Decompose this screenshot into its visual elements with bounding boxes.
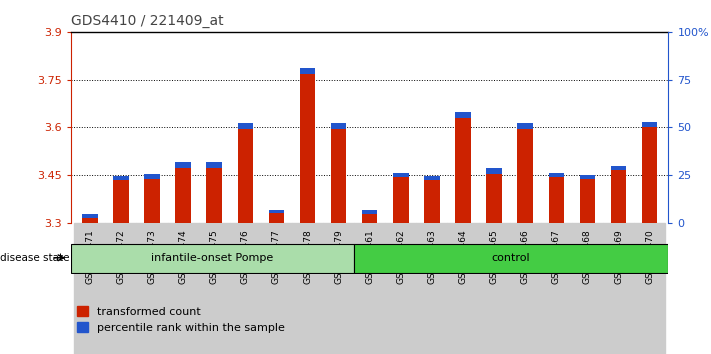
Bar <box>300 68 315 74</box>
Bar <box>424 180 439 223</box>
Bar <box>424 176 439 180</box>
Bar <box>417 223 447 354</box>
Bar <box>168 223 198 354</box>
Bar <box>611 166 626 171</box>
Bar <box>113 176 129 180</box>
Bar <box>206 168 222 223</box>
FancyBboxPatch shape <box>71 244 354 273</box>
Text: disease state: disease state <box>0 253 70 263</box>
Bar <box>518 123 533 129</box>
Bar <box>354 223 385 354</box>
Bar <box>300 74 315 223</box>
Bar <box>82 215 97 218</box>
Bar <box>572 223 603 354</box>
Legend: transformed count, percentile rank within the sample: transformed count, percentile rank withi… <box>77 307 284 333</box>
Bar <box>176 162 191 168</box>
Bar <box>144 174 160 179</box>
Bar <box>549 173 564 177</box>
Bar <box>237 123 253 129</box>
Bar <box>393 177 409 223</box>
Text: infantile-onset Pompe: infantile-onset Pompe <box>151 253 274 263</box>
Bar <box>237 129 253 223</box>
Bar <box>323 223 354 354</box>
Bar <box>455 118 471 223</box>
Bar <box>331 129 346 223</box>
Bar <box>269 213 284 223</box>
Bar <box>362 210 378 214</box>
Bar <box>579 179 595 223</box>
Bar <box>105 223 137 354</box>
Bar <box>206 162 222 168</box>
Bar <box>486 173 502 223</box>
Bar <box>144 179 160 223</box>
Bar <box>455 112 471 118</box>
Bar <box>198 223 230 354</box>
Bar <box>362 214 378 223</box>
Bar <box>137 223 168 354</box>
Bar <box>261 223 292 354</box>
Bar <box>642 122 658 127</box>
Bar <box>230 223 261 354</box>
Bar <box>269 210 284 213</box>
Bar <box>603 223 634 354</box>
Bar <box>479 223 510 354</box>
Bar <box>292 223 323 354</box>
Bar <box>579 175 595 179</box>
Bar <box>611 170 626 223</box>
Bar <box>176 168 191 223</box>
FancyBboxPatch shape <box>354 244 668 273</box>
Bar <box>385 223 417 354</box>
Text: control: control <box>492 253 530 263</box>
Bar <box>447 223 479 354</box>
Bar <box>518 129 533 223</box>
Bar <box>510 223 541 354</box>
Bar <box>486 168 502 173</box>
Bar <box>113 180 129 223</box>
Text: GDS4410 / 221409_at: GDS4410 / 221409_at <box>71 14 224 28</box>
Bar <box>541 223 572 354</box>
Bar <box>74 223 105 354</box>
Bar <box>393 173 409 177</box>
Bar <box>82 218 97 223</box>
Bar <box>549 177 564 223</box>
Bar <box>642 127 658 223</box>
Bar <box>634 223 665 354</box>
Bar <box>331 123 346 129</box>
